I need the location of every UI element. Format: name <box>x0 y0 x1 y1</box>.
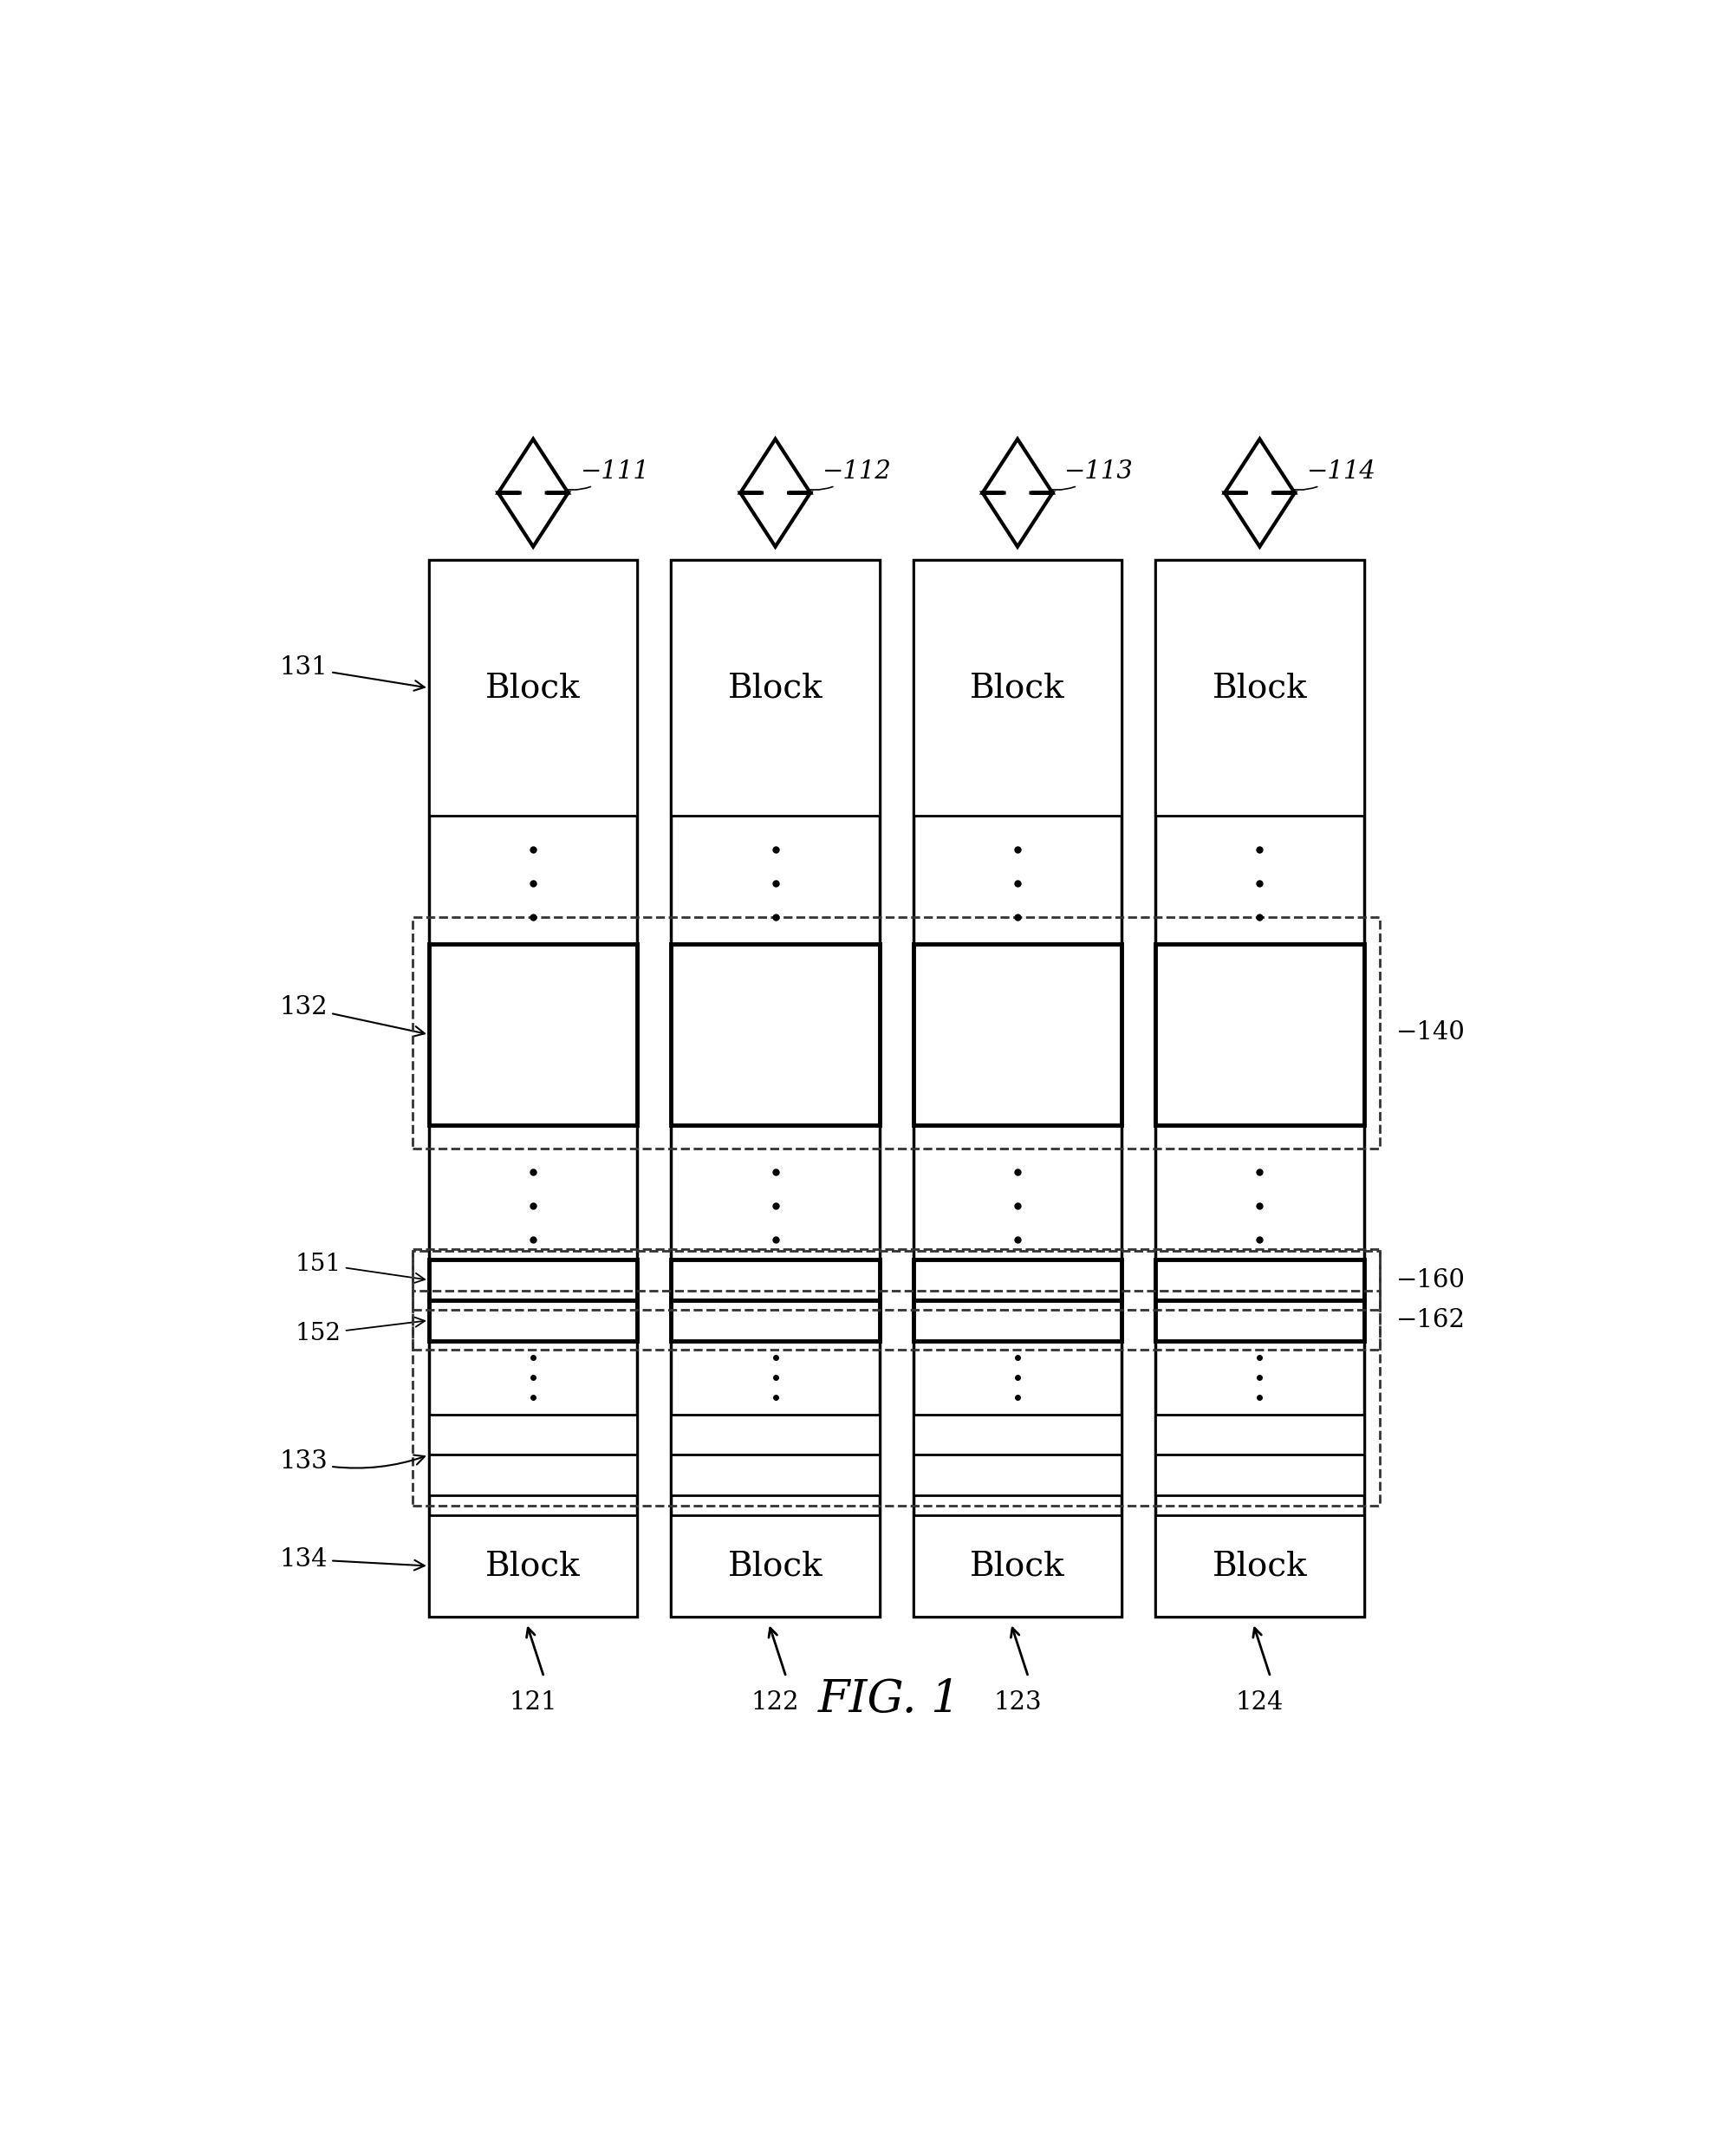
Polygon shape <box>983 440 1052 547</box>
Bar <box>913 944 1121 1125</box>
Bar <box>1156 559 1364 816</box>
Polygon shape <box>498 440 568 547</box>
Bar <box>413 1249 1380 1505</box>
Text: 152: 152 <box>295 1317 425 1345</box>
Bar <box>429 1260 637 1300</box>
Bar <box>672 1300 880 1341</box>
Bar <box>672 1454 880 1494</box>
Text: 134: 134 <box>279 1548 425 1571</box>
Bar <box>1156 944 1364 1125</box>
Text: 133: 133 <box>279 1450 425 1473</box>
Text: Page: Page <box>500 1462 566 1488</box>
Text: −113: −113 <box>1036 459 1134 489</box>
Bar <box>672 1516 880 1616</box>
Text: 132: 132 <box>279 995 425 1035</box>
Bar <box>913 1416 1121 1454</box>
Text: Page: Page <box>743 1422 807 1448</box>
Text: Block: Block <box>486 673 580 705</box>
Text: Block: Block <box>727 1550 823 1582</box>
Text: Block: Block <box>486 1018 580 1050</box>
Text: −111: −111 <box>552 459 649 489</box>
Bar <box>1156 1516 1364 1616</box>
Bar <box>913 1260 1121 1300</box>
Text: Page: Page <box>743 1307 807 1334</box>
Text: Page: Page <box>1227 1462 1292 1488</box>
Bar <box>1156 559 1364 1616</box>
Text: 151: 151 <box>295 1251 425 1283</box>
Bar <box>413 1292 1380 1349</box>
Text: −162: −162 <box>1396 1309 1465 1332</box>
Text: Page: Page <box>984 1266 1050 1294</box>
Text: Block: Block <box>1212 1550 1307 1582</box>
Text: −114: −114 <box>1278 459 1377 489</box>
Bar <box>429 1300 637 1341</box>
Polygon shape <box>1224 440 1295 547</box>
Bar <box>672 559 880 816</box>
Text: 122: 122 <box>752 1691 799 1714</box>
Bar <box>429 944 637 1125</box>
Text: −112: −112 <box>793 459 892 489</box>
Text: Page: Page <box>1227 1307 1292 1334</box>
Text: 124: 124 <box>1236 1691 1283 1714</box>
Bar <box>429 1454 637 1494</box>
Text: Block: Block <box>970 1018 1064 1050</box>
Text: Block: Block <box>970 673 1064 705</box>
Bar <box>672 1416 880 1454</box>
Polygon shape <box>740 440 811 547</box>
Bar <box>1156 1260 1364 1300</box>
Bar <box>429 559 637 1616</box>
Text: Page: Page <box>1227 1422 1292 1448</box>
Text: 123: 123 <box>993 1691 1042 1714</box>
Text: FIG. 1: FIG. 1 <box>818 1678 962 1721</box>
Bar <box>429 1516 637 1616</box>
Text: −160: −160 <box>1396 1268 1465 1292</box>
Bar <box>413 1251 1380 1309</box>
Text: Page: Page <box>500 1422 566 1448</box>
Text: Page: Page <box>500 1307 566 1334</box>
Text: Page: Page <box>743 1266 807 1294</box>
Text: Page: Page <box>984 1307 1050 1334</box>
Bar <box>1156 1300 1364 1341</box>
Text: Block: Block <box>727 1018 823 1050</box>
Text: Block: Block <box>970 1550 1064 1582</box>
Text: Page: Page <box>500 1266 566 1294</box>
Text: Page: Page <box>984 1422 1050 1448</box>
Bar <box>913 1516 1121 1616</box>
Bar <box>672 944 880 1125</box>
Bar <box>913 1454 1121 1494</box>
Text: Block: Block <box>486 1550 580 1582</box>
Bar <box>429 559 637 816</box>
Text: −140: −140 <box>1396 1021 1465 1044</box>
Text: 121: 121 <box>509 1691 557 1714</box>
Text: Block: Block <box>1212 1018 1307 1050</box>
Bar <box>913 1300 1121 1341</box>
Bar <box>672 1260 880 1300</box>
Text: 131: 131 <box>279 655 425 690</box>
Bar <box>429 1416 637 1454</box>
Bar <box>413 916 1380 1149</box>
Text: Block: Block <box>727 673 823 705</box>
Text: Page: Page <box>743 1462 807 1488</box>
Bar <box>1156 1454 1364 1494</box>
Bar <box>913 559 1121 1616</box>
Text: Page: Page <box>1227 1266 1292 1294</box>
Bar <box>913 559 1121 816</box>
Bar <box>1156 1416 1364 1454</box>
Text: Block: Block <box>1212 673 1307 705</box>
Text: Page: Page <box>984 1462 1050 1488</box>
Bar <box>672 559 880 1616</box>
